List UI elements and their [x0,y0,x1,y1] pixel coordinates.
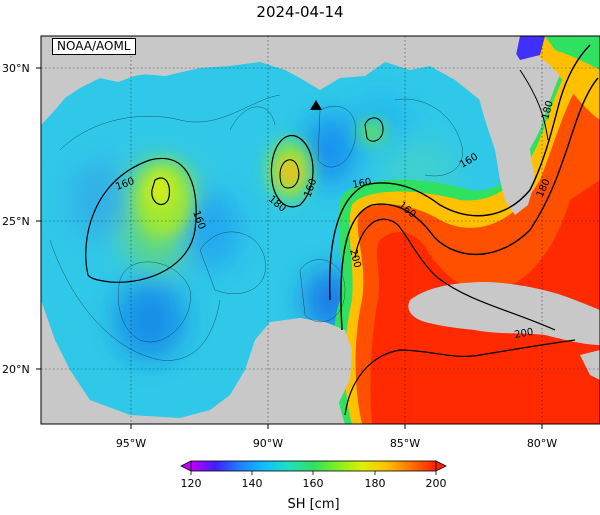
colorbar-bar [190,460,437,472]
colorbar-tick: 180 [365,477,386,490]
axis-ticks [36,67,543,429]
contour-label: 160 [352,177,373,191]
lat-label: 30°N [2,62,30,75]
colorbar: 120 140 160 180 200 [180,460,447,490]
contour-lines [85,44,599,416]
lat-label: 25°N [2,215,30,228]
map-frame [40,35,600,425]
colorbar-low-arrow [180,460,192,472]
lat-label: 20°N [2,363,30,376]
buoy-marker-icon [310,100,322,110]
credit-label: NOAA/AOML [52,38,136,55]
colorbar-tick: 160 [303,477,324,490]
colorbar-tick: 200 [426,477,447,490]
colorbar-high-arrow [435,460,447,472]
contour-label: 180 [540,99,556,120]
map-title: 2024-04-14 [256,3,344,21]
map-area: 160 160 180 160 160 180 160 160 200 180 … [41,36,600,424]
contour-label: 200 [514,327,535,341]
lon-label: 95°W [116,437,146,450]
contour-label: 200 [347,248,363,269]
colorbar-label: SH [cm] [287,497,340,512]
graticule [41,36,600,424]
lon-label: 90°W [253,437,283,450]
lon-label: 85°W [390,437,420,450]
latitude-labels: 30°N 25°N 20°N [2,62,30,376]
colorbar-tick: 140 [242,477,263,490]
longitude-labels: 95°W 90°W 85°W 80°W [116,437,557,450]
colorbar-tick: 120 [181,477,202,490]
lon-label: 80°W [527,437,557,450]
